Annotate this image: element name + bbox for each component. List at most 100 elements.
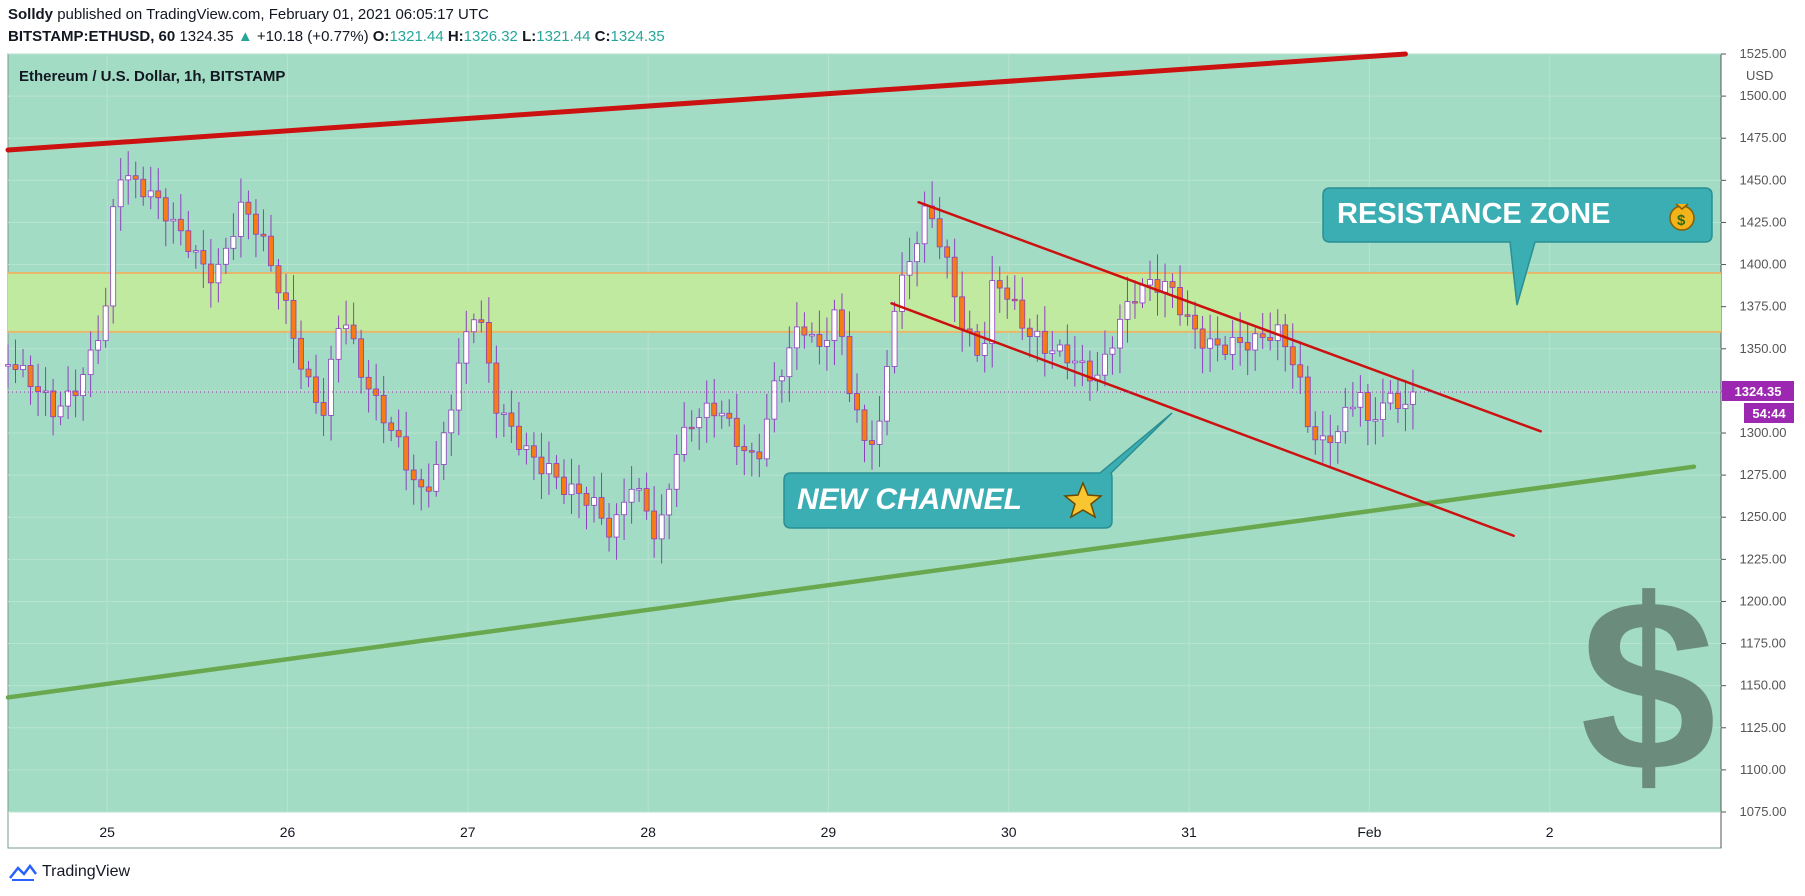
candle-bear <box>425 486 432 492</box>
candle-bear <box>1222 344 1229 355</box>
candle-bear <box>1214 338 1221 346</box>
candle-bull <box>666 488 673 516</box>
candle-bear <box>12 364 19 370</box>
candle-bear <box>403 436 410 471</box>
x-tick-label: Feb <box>1357 824 1381 840</box>
candle-bear <box>1327 435 1334 444</box>
candle-bear <box>1312 426 1319 441</box>
candle-bull <box>65 390 72 407</box>
axes: 1525.00 1500.00 1475.00 1450.00 1425.00 1400.… <box>99 46 1786 840</box>
candle-bear <box>1177 287 1183 316</box>
candle-bear <box>365 376 372 390</box>
candle-bull <box>222 247 229 265</box>
candle-bear <box>313 376 319 403</box>
candle-bear <box>1184 314 1191 317</box>
candle-bear <box>290 299 297 339</box>
candle-bear <box>27 365 34 388</box>
low-value: 1321.44 <box>536 28 591 45</box>
author-name[interactable]: Solldy <box>8 6 54 23</box>
candle-bear <box>162 197 169 222</box>
price-axis-background[interactable] <box>1721 54 1805 848</box>
candle-bull <box>523 445 530 450</box>
trendline-upper-red <box>5 51 1408 153</box>
candle-bear <box>418 479 425 488</box>
candle-bull <box>192 250 199 253</box>
low-label: L: <box>522 28 537 45</box>
candle-bull <box>102 305 109 342</box>
candle-bear <box>839 309 845 337</box>
candle-bull <box>771 380 778 420</box>
candle-bull <box>891 310 898 367</box>
candle-bull <box>921 205 928 245</box>
candle-bull <box>110 206 117 307</box>
candle-bull <box>591 497 597 506</box>
y-tick-label: 1100.00 <box>1740 762 1786 777</box>
candle-bear <box>1169 281 1176 288</box>
candle-bear <box>816 334 823 347</box>
x-tick-label: 29 <box>821 824 837 840</box>
candle-bear <box>1086 360 1093 382</box>
candle-bear <box>959 296 966 330</box>
candle-bull <box>1162 281 1168 293</box>
candle-bull <box>1049 350 1056 354</box>
tradingview-logo[interactable]: TradingView <box>8 862 130 882</box>
candle-bull <box>1342 406 1349 433</box>
candle-bull <box>1372 419 1379 422</box>
candle-bear <box>733 417 740 447</box>
candle-bull <box>831 309 838 341</box>
published-text: published on TradingView.com, February 0… <box>57 6 489 23</box>
candle-bear <box>801 326 808 336</box>
candle-bull <box>681 426 688 455</box>
candle-bull <box>1349 406 1356 410</box>
candle-bull <box>215 263 222 284</box>
y-tick-label: 1525.00 <box>1740 46 1787 61</box>
trendlines <box>5 51 1721 700</box>
candle-bear <box>395 430 402 438</box>
y-tick-label: 1500.00 <box>1740 88 1787 103</box>
candle-bull <box>125 175 132 181</box>
candle-bear <box>1199 328 1206 349</box>
candle-bull <box>42 390 49 393</box>
candle-bull <box>786 347 793 378</box>
candles <box>5 151 1416 564</box>
candle-bear <box>1289 346 1296 366</box>
candle-bull <box>20 365 26 370</box>
candle-bear <box>1154 279 1161 293</box>
candle-bear <box>1259 333 1266 338</box>
candle-bull <box>455 362 462 411</box>
candle-bear <box>869 440 875 445</box>
candle-bull <box>433 464 440 492</box>
candle-bull <box>763 418 770 460</box>
y-tick-label: 1225.00 <box>1740 551 1787 566</box>
candle-bear <box>155 190 162 199</box>
candle-bear <box>200 250 207 265</box>
candle-bull <box>1147 279 1153 286</box>
candle-bull <box>809 334 815 337</box>
candle-bear <box>260 233 267 237</box>
y-tick-label: 1200.00 <box>1740 593 1787 608</box>
candle-bear <box>380 394 387 424</box>
candle-bull <box>793 326 800 349</box>
candle-bear <box>748 450 755 453</box>
candle-bull <box>448 409 455 434</box>
candle-bull <box>1056 344 1063 352</box>
candle-bull <box>230 236 237 249</box>
candle-bear <box>1304 376 1311 428</box>
candle-bear <box>1019 299 1026 329</box>
candle-bear <box>974 331 981 356</box>
candle-bull <box>117 179 124 208</box>
candle-bear <box>478 319 485 323</box>
candle-bear <box>936 218 943 248</box>
candle-bull <box>170 218 177 222</box>
x-tick-label: 25 <box>99 824 115 840</box>
countdown-text: 54:44 <box>1752 406 1786 421</box>
candle-bear <box>493 362 500 414</box>
candle-bull <box>1139 284 1146 304</box>
candle-bear <box>553 463 560 478</box>
candle-bull <box>884 366 890 422</box>
money-bag-icon: $ <box>1669 203 1695 231</box>
time-axis-background[interactable] <box>7 811 1722 849</box>
candle-bear <box>1064 344 1071 364</box>
candle-bear <box>561 476 567 495</box>
